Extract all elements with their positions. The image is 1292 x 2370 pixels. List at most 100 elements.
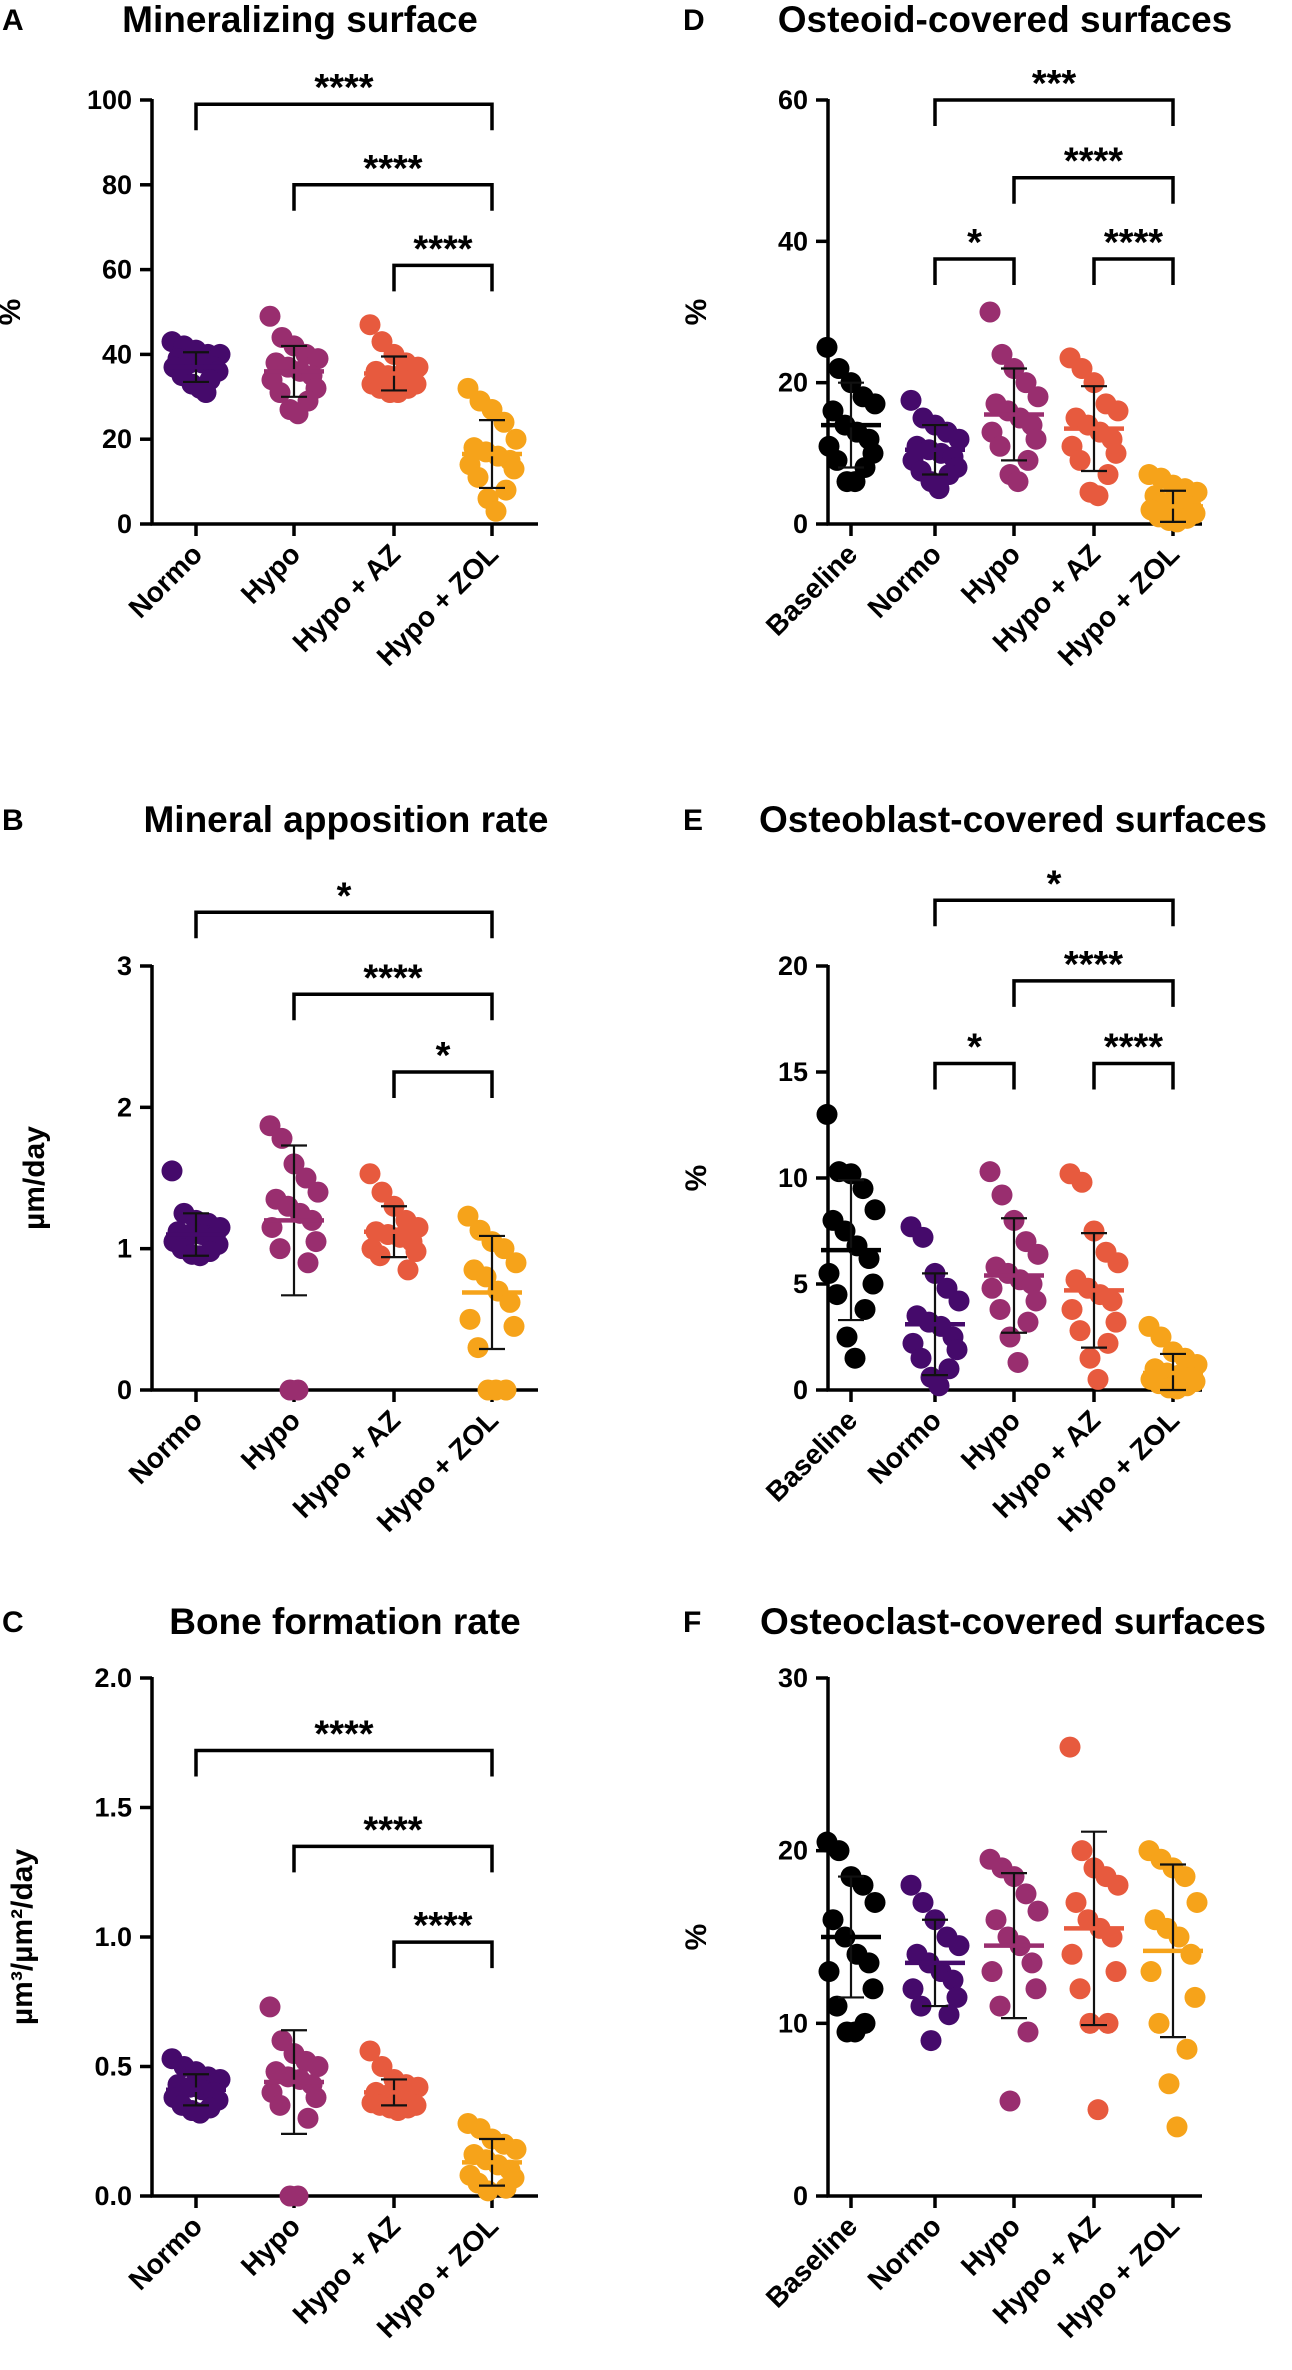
series-hypo-az [359, 1163, 429, 1281]
data-point [371, 1181, 393, 1203]
series-hypo-az [359, 314, 429, 404]
data-point [991, 343, 1013, 365]
data-point [816, 336, 838, 358]
significance-bracket: **** [292, 1809, 494, 1873]
series-baseline [816, 1103, 886, 1369]
data-point [295, 1167, 317, 1189]
data-point [1071, 358, 1093, 380]
data-point [305, 1231, 327, 1253]
data-point [259, 1996, 281, 2018]
y-tick-label: 0.0 [94, 2181, 132, 2211]
significance-label: **** [413, 1905, 472, 1947]
data-point [495, 2177, 517, 2199]
panel-label-F: F [683, 1606, 701, 1639]
panel-title-A: Mineralizing surface [122, 0, 478, 40]
data-point [457, 1205, 479, 1227]
series-hypo [259, 1115, 329, 1401]
significance-bracket: **** [392, 1905, 494, 1969]
data-point [1061, 1943, 1083, 1965]
data-point [828, 358, 850, 380]
data-point [1015, 1883, 1037, 1905]
series-hypo [259, 305, 329, 425]
data-point [359, 2040, 381, 2062]
significance-bracket: **** [1012, 944, 1175, 1007]
data-point [900, 1874, 922, 1896]
data-point [287, 1379, 309, 1401]
data-point [840, 1163, 862, 1185]
y-axis-label: % [680, 299, 713, 326]
data-point [981, 1961, 1003, 1983]
y-tick-label: 5 [793, 1269, 808, 1299]
y-tick-label: 60 [102, 255, 132, 285]
data-point [912, 1226, 934, 1248]
data-point [1186, 1891, 1208, 1913]
series-normo [161, 2048, 231, 2124]
data-point [1087, 485, 1109, 507]
x-tick-label: Normo [123, 538, 209, 624]
data-point [981, 1277, 1003, 1299]
y-tick-label: 20 [778, 1836, 808, 1866]
x-tick-label: Normo [862, 1404, 948, 1490]
data-point [1105, 442, 1127, 464]
significance-label: **** [1064, 944, 1123, 986]
data-point [948, 1935, 970, 1957]
data-point [862, 1978, 884, 2000]
data-point [1059, 1736, 1081, 1758]
data-point [1158, 2073, 1180, 2095]
data-point [852, 1178, 874, 1200]
y-tick-label: 80 [102, 170, 132, 200]
y-tick-label: 0 [793, 1375, 808, 1405]
panel-label-E: E [683, 804, 703, 837]
data-point [900, 389, 922, 411]
data-point [1107, 1874, 1129, 1896]
data-point [1017, 1311, 1039, 1333]
data-point [477, 2180, 499, 2202]
data-point [493, 1238, 515, 1260]
data-point [920, 2030, 942, 2052]
y-tick-label: 20 [102, 424, 132, 454]
significance-label: * [1047, 863, 1062, 905]
data-point [485, 500, 507, 522]
panel-C: C Bone formation rate 0.0 0.5 1.0 1.5 2.0 µm³… [2, 1601, 538, 2344]
x-tick-label: Hypo [235, 538, 306, 609]
data-point [1180, 1943, 1202, 1965]
data-point [1087, 1368, 1109, 1390]
data-point [1027, 1243, 1049, 1265]
data-point [864, 393, 886, 415]
data-point [1027, 386, 1049, 408]
series-normo [900, 1874, 970, 2052]
data-point [369, 1245, 391, 1267]
data-point [979, 1161, 1001, 1183]
y-axis-label: % [0, 299, 27, 326]
y-tick-label: 1.5 [94, 1793, 132, 1823]
data-point [1150, 1326, 1172, 1348]
data-point [1148, 2012, 1170, 2034]
data-point [999, 2090, 1021, 2112]
data-point [938, 1358, 960, 1380]
data-point [269, 1238, 291, 1260]
series-normo [900, 1216, 970, 1397]
data-point [948, 428, 970, 450]
y-tick-label: 10 [778, 1163, 808, 1193]
significance-bracket: * [392, 1035, 494, 1098]
data-point [1087, 2099, 1109, 2121]
data-point [1079, 1347, 1101, 1369]
panel-title-B: Mineral apposition rate [143, 799, 548, 840]
y-tick-label: 20 [778, 951, 808, 981]
data-point [387, 2100, 409, 2122]
data-point [928, 1375, 950, 1397]
data-point [499, 1291, 521, 1313]
data-point [305, 2087, 327, 2109]
significance-label: **** [363, 957, 422, 999]
series-hypo-zol [457, 377, 527, 522]
series-hypo-zol [1138, 1315, 1208, 1400]
significance-bracket: *** [933, 63, 1175, 126]
series-hypo-az [359, 2040, 429, 2122]
significance-label: *** [1032, 63, 1077, 105]
data-point [1097, 464, 1119, 486]
data-point [1107, 1252, 1129, 1274]
significance-bracket: **** [392, 228, 494, 292]
data-point [467, 1337, 489, 1359]
